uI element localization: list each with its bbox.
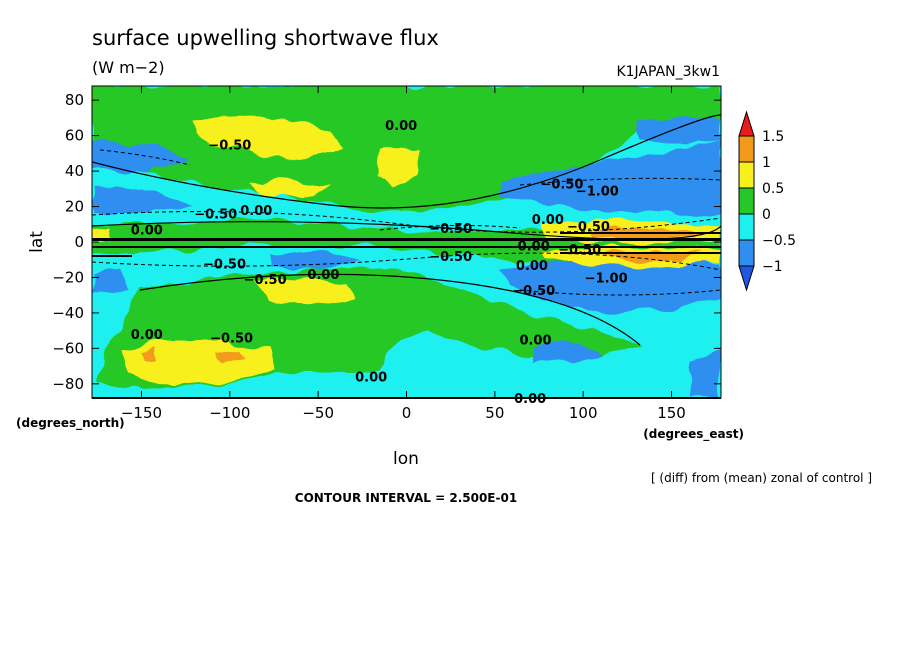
plot-area — [92, 86, 721, 398]
y-tick-label: −60 — [52, 339, 84, 357]
contour-label: 0.00 — [516, 259, 548, 274]
contour-label: −1.00 — [576, 185, 619, 200]
negative-band — [500, 140, 721, 215]
colorbar-label: 0.5 — [762, 181, 784, 197]
x-tick-label: 150 — [657, 404, 686, 422]
contour-label: −0.50 — [540, 178, 583, 193]
y-units-label: (degrees_north) — [16, 416, 125, 431]
contour-label: −1.00 — [585, 271, 628, 286]
colorbar-label: 0 — [762, 207, 771, 223]
colorbar-segment — [738, 161, 755, 189]
x-units-label: (degrees_east) — [643, 427, 744, 442]
high-positive-blob — [375, 148, 420, 185]
contour-label: −0.50 — [203, 257, 246, 272]
negative-contours — [92, 149, 721, 296]
colorbar-segment — [738, 239, 755, 267]
y-tick-label: 60 — [65, 127, 84, 145]
negative-band — [92, 188, 190, 215]
x-axis-label: lon — [393, 449, 419, 469]
x-tick-label: 0 — [402, 404, 412, 422]
caption: [ (diff) from (mean) zonal of control ] — [651, 471, 872, 485]
max-positive-blob — [215, 348, 245, 362]
y-tick-label: 80 — [65, 91, 84, 109]
max-positive-blob — [143, 350, 156, 361]
negative-band — [640, 115, 721, 145]
colorbar-segment — [738, 187, 755, 215]
x-tick-label: −100 — [209, 404, 250, 422]
high-positive-blob — [190, 115, 345, 158]
contour-label: 0.00 — [131, 328, 163, 343]
equatorial-stripe — [560, 252, 721, 254]
negative-contour — [519, 177, 721, 186]
contour-label: −0.50 — [567, 220, 610, 235]
contour-label: 0.00 — [532, 213, 564, 228]
negative-contour — [379, 224, 521, 231]
colorbar-label: −0.5 — [762, 233, 796, 249]
y-tick-label: −20 — [52, 268, 84, 286]
negative-band — [690, 350, 721, 398]
contour-label: 0.00 — [514, 392, 546, 407]
zero-contour — [92, 114, 721, 209]
colorbar-label: 1 — [762, 155, 771, 171]
high-positive-blob — [255, 278, 355, 305]
negative-band — [92, 140, 190, 172]
negative-contour — [92, 211, 721, 233]
x-tick-label: 100 — [569, 404, 598, 422]
y-tick-label: 40 — [65, 162, 84, 180]
colorbar-bottom-arrow — [738, 265, 755, 292]
colorbar-label: −1 — [762, 259, 783, 275]
negative-contour — [519, 289, 721, 296]
equatorial-stripe — [560, 232, 721, 234]
contour-interval: CONTOUR INTERVAL = 2.500E-01 — [295, 491, 517, 505]
y-tick-label: −40 — [52, 304, 84, 322]
contour-label: −0.50 — [210, 332, 253, 347]
contour-label: 0.00 — [519, 334, 551, 349]
contour-labels: 0.00−0.50−0.50−1.00−0.50 0.000.00 −0.500.0… — [131, 119, 628, 407]
negative-contour — [92, 252, 721, 271]
negative-band — [270, 250, 360, 272]
high-positive-blob — [250, 180, 330, 196]
colorbar-segment — [738, 135, 755, 163]
contour-label: −0.50 — [429, 250, 472, 265]
zero-contour — [139, 273, 641, 346]
negative-band — [530, 342, 600, 365]
contour-label: 0.00 — [355, 371, 387, 386]
axis-ticks: −150 −100 −50 0 50 100 150 80 60 40 20 0 −20 −40 −60 −8… — [52, 86, 721, 422]
colorbar-top-arrow — [738, 110, 755, 137]
x-tick-label: 50 — [485, 404, 504, 422]
colorbar-segment — [738, 213, 755, 241]
x-tick-label: −150 — [121, 404, 162, 422]
negative-band — [500, 262, 721, 312]
contour-label: 0.00 — [385, 119, 417, 134]
contour-label: −0.50 — [429, 222, 472, 237]
equatorial-stripe — [92, 238, 721, 241]
run-label: K1JAPAN_3kw1 — [616, 64, 720, 80]
equatorial-stripe — [92, 246, 721, 248]
x-tick-label: −50 — [302, 404, 334, 422]
contour-label: 0.00 — [307, 268, 339, 283]
contour-label: −0.50 — [512, 284, 555, 299]
chart-title: surface upwelling shortwave flux — [92, 26, 439, 50]
units-label: (W m−2) — [92, 58, 165, 77]
contour-label: −0.50 — [208, 139, 251, 154]
equatorial-stripe — [92, 255, 132, 257]
contour-label: 0.00 — [131, 224, 163, 239]
negative-band — [92, 270, 130, 295]
y-tick-label: 20 — [65, 198, 84, 216]
contour-label: 0.00 — [240, 204, 272, 219]
negative-contour — [99, 149, 191, 166]
contour-label: 0.00 — [518, 240, 550, 255]
contour-label: −0.50 — [244, 273, 287, 288]
colorbar: 1.5 1 0.5 0 −0.5 −1 — [738, 110, 796, 292]
zero-contours — [92, 114, 721, 346]
colorbar-label: 1.5 — [762, 129, 784, 145]
contour-label: −0.50 — [558, 243, 601, 258]
y-tick-label: 0 — [74, 233, 84, 251]
y-tick-label: −80 — [52, 375, 84, 393]
zero-contour — [92, 221, 721, 240]
y-axis-label: lat — [27, 231, 47, 253]
contour-label: −0.50 — [194, 208, 237, 223]
contour-fill — [92, 86, 721, 398]
